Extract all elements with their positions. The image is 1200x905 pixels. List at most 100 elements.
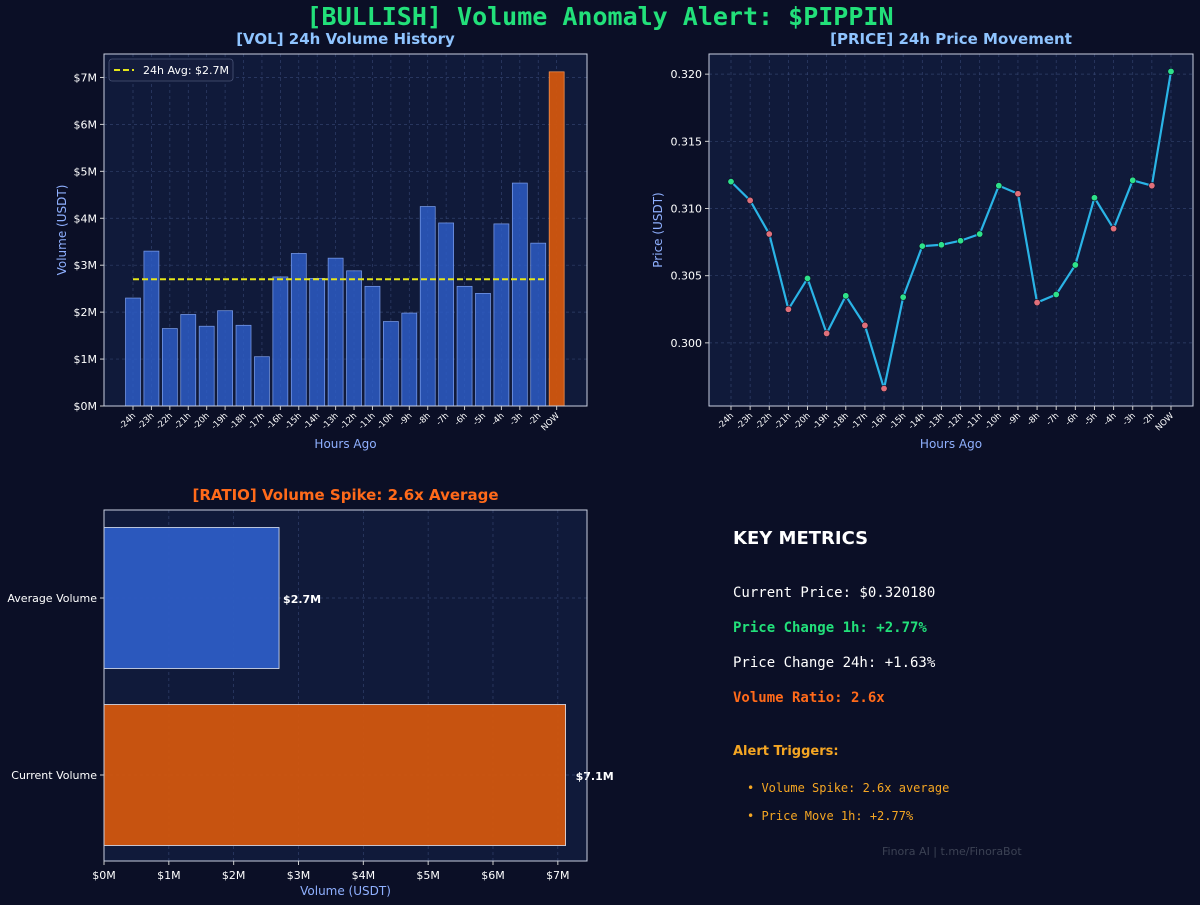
price-point (1071, 261, 1079, 269)
ratio-bar (103, 527, 280, 669)
x-tick-label: -14h (907, 411, 928, 432)
x-tick-label: -19h (210, 411, 231, 432)
price-point (899, 293, 907, 301)
x-tick-label: -13h (320, 411, 341, 432)
x-tick-label: -7h (1044, 411, 1061, 428)
legend-box (108, 58, 234, 82)
price-point (861, 321, 869, 329)
y-tick-label: Current Volume (11, 769, 97, 782)
price-point (1090, 194, 1098, 202)
x-tick-label: -19h (811, 411, 832, 432)
x-tick-label: -21h (173, 411, 194, 432)
price-line (730, 71, 1173, 389)
x-tick-label: -18h (830, 411, 851, 432)
price-point (937, 241, 945, 249)
y-tick-label: 0.320 (671, 68, 703, 81)
volume-bar (217, 310, 233, 407)
x-tick-label: -20h (191, 411, 212, 432)
y-tick-label: $7M (74, 71, 98, 84)
volume-ratio-chart: [RATIO] Volume Spike: 2.6x Average $0M $1M… (7, 486, 613, 898)
alert-trigger-item: • Price Move 1h: +2.77% (747, 809, 914, 823)
x-tick-label: NOW (540, 411, 563, 434)
x-tick-label: -3h (1121, 411, 1138, 428)
volume-bar (198, 325, 215, 407)
x-tick-label: -10h (375, 411, 396, 432)
x-tick-label: -4h (490, 411, 507, 428)
y-tick-label: $5M (74, 165, 98, 178)
x-tick-label: -17h (246, 411, 267, 432)
y-tick-label: Average Volume (7, 592, 97, 605)
x-tick-label: -22h (754, 411, 775, 432)
x-tick-label: -4h (1102, 411, 1119, 428)
y-tick-label: 0.305 (671, 270, 703, 283)
alert-triggers-heading: Alert Triggers: (733, 744, 839, 759)
x-tick-label: $1M (157, 869, 181, 882)
alert-trigger-item: • Volume Spike: 2.6x average (747, 781, 950, 795)
x-tick-label: -6h (453, 411, 470, 428)
volume-bar (364, 285, 381, 407)
y-tick-label: $4M (74, 212, 98, 225)
volume-history-chart: [VOL] 24h Volume History $0M $1M $2M $3M $4M $… (55, 30, 588, 451)
x-tick-label: -24h (117, 411, 138, 432)
x-tick-label: -22h (154, 411, 175, 432)
x-tick-label: -15h (888, 411, 909, 432)
volume-bar (475, 293, 491, 407)
price-point (957, 237, 965, 245)
x-tick-label: -14h (302, 411, 323, 432)
x-axis-label: Hours Ago (920, 437, 982, 451)
y-tick-label: $6M (74, 118, 98, 131)
y-tick-label: 0.315 (671, 135, 703, 148)
plot-area (709, 54, 1193, 406)
price-point (804, 274, 812, 282)
volume-bar (290, 253, 307, 407)
volume-bar (530, 242, 547, 407)
price-point (842, 292, 850, 300)
y-tick-label: $3M (74, 259, 98, 272)
x-tick-label: -5h (1083, 411, 1100, 428)
x-tick-label: -23h (136, 411, 157, 432)
price-point (976, 230, 984, 238)
bar-value-label: $7.1M (576, 770, 614, 783)
volume-bar (327, 257, 344, 407)
x-tick-label: -11h (964, 411, 985, 432)
volume-bar (272, 276, 289, 407)
x-tick-label: -6h (1064, 411, 1081, 428)
price-point (918, 242, 926, 250)
ratio-bar (103, 704, 567, 846)
x-tick-label: $7M (546, 869, 570, 882)
price-point (1033, 299, 1041, 307)
x-tick-label: -24h (715, 411, 736, 432)
price-point (727, 178, 735, 186)
x-axis-label: Volume (USDT) (300, 884, 391, 898)
x-tick-label: -23h (735, 411, 756, 432)
volume-bar (309, 277, 326, 407)
price-point (880, 385, 888, 393)
y-tick-label: $0M (74, 400, 98, 413)
x-tick-label: $0M (92, 869, 116, 882)
volume-bar (493, 223, 510, 407)
bar-value-label: $2.7M (283, 593, 321, 606)
y-axis-label: Volume (USDT) (55, 185, 69, 276)
price-change-24h: Price Change 24h: +1.63% (733, 655, 936, 671)
volume-bar (254, 356, 270, 407)
price-point (1110, 225, 1118, 233)
price-point (1167, 67, 1175, 75)
volume-bar (438, 222, 454, 407)
price-point (995, 182, 1003, 190)
volume-bar (143, 250, 160, 407)
volume-ratio: Volume Ratio: 2.6x (733, 690, 885, 706)
volume-bar (548, 71, 565, 407)
volume-bar (161, 328, 178, 407)
watermark: Finora AI | t.me/FinoraBot (882, 845, 1022, 858)
x-tick-label: -20h (792, 411, 813, 432)
plot-frame (103, 509, 588, 862)
price-point (823, 329, 831, 337)
y-tick-label: 0.300 (671, 337, 703, 350)
price-movement-chart: [PRICE] 24h Price Movement 0.300 0.305 0.31… (651, 30, 1194, 451)
x-tick-label: -12h (945, 411, 966, 432)
price-point (784, 305, 792, 313)
chart-title: [RATIO] Volume Spike: 2.6x Average (192, 486, 498, 504)
x-tick-label: $2M (222, 869, 246, 882)
x-tick-label: -10h (983, 411, 1004, 432)
x-tick-label: -16h (265, 411, 286, 432)
